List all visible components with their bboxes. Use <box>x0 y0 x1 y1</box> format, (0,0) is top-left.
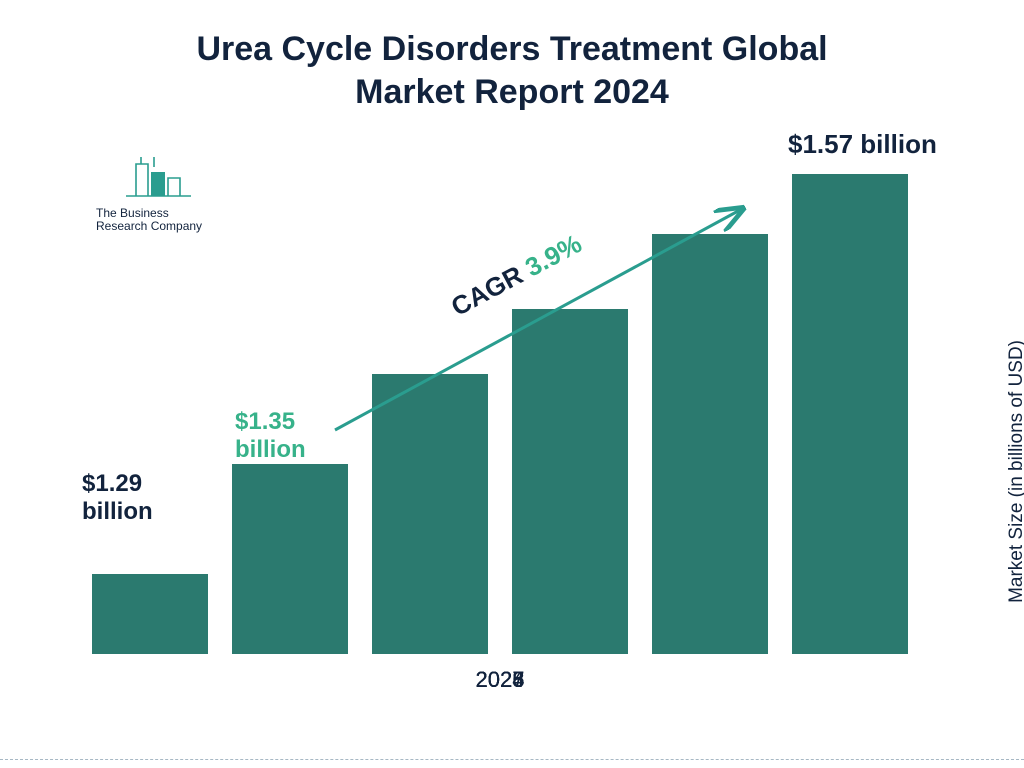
bar-2027 <box>640 234 780 654</box>
x-axis-labels: 2023 2024 2025 2026 2027 2028 <box>80 655 920 695</box>
value-line1: $1.57 billion <box>788 130 937 160</box>
bar-2025 <box>360 374 500 654</box>
bars-container <box>80 150 920 655</box>
bar-2024 <box>220 464 360 654</box>
title-line2: Market Report 2024 <box>0 71 1024 114</box>
bar <box>92 574 208 654</box>
bar <box>652 234 768 654</box>
bar-2023 <box>80 574 220 654</box>
bar <box>232 464 348 654</box>
title-line1: Urea Cycle Disorders Treatment Global <box>0 28 1024 71</box>
y-axis-label: Market Size (in billions of USD) <box>1006 340 1024 603</box>
value-line1: $1.29 <box>82 470 153 498</box>
bar <box>512 309 628 654</box>
value-line2: billion <box>82 498 153 526</box>
value-line1: $1.35 <box>235 408 306 436</box>
value-label-2023: $1.29 billion <box>82 470 153 525</box>
value-line2: billion <box>235 436 306 464</box>
value-label-2024: $1.35 billion <box>235 408 306 463</box>
bar-2028 <box>780 174 920 654</box>
bar-2026 <box>500 309 640 654</box>
bar <box>792 174 908 654</box>
xlabel: 2028 <box>430 667 570 693</box>
value-label-2028: $1.57 billion <box>788 130 937 160</box>
bar-chart: 2023 2024 2025 2026 2027 2028 <box>80 150 920 695</box>
bottom-divider <box>0 759 1024 760</box>
chart-title: Urea Cycle Disorders Treatment Global Ma… <box>0 28 1024 113</box>
bar <box>372 374 488 654</box>
